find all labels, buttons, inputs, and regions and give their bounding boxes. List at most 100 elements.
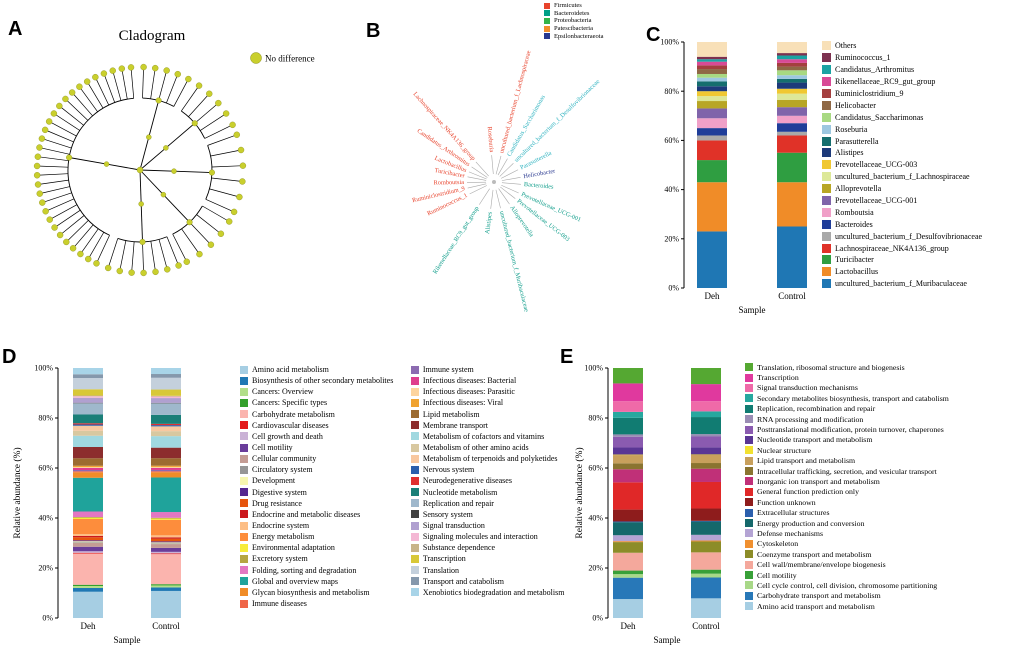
kegg-legend: Amino acid metabolism Biosynthesis of oth…	[240, 364, 570, 609]
panel-c-label: C	[646, 24, 661, 46]
bar-segment	[697, 77, 727, 82]
bar-segment	[73, 471, 103, 473]
bar-segment	[777, 115, 807, 124]
legend-label: Cell growth and death	[252, 431, 323, 441]
legend-item: Translation	[410, 565, 570, 576]
legend-label: Transcription	[757, 373, 799, 383]
phyla-legend: Firmicutes Bacteroidetes Proteobacteria Pat…	[544, 2, 654, 40]
cog-legend: Translation, ribosomal structure and bio…	[745, 362, 1017, 611]
bar-segment	[151, 538, 181, 542]
legend-swatch	[240, 566, 248, 575]
bar-segment	[73, 541, 103, 543]
legend-label: Rikenellaceae_RC9_gut_group	[835, 77, 936, 87]
bar-segment	[73, 435, 103, 447]
bar-segment	[613, 417, 643, 435]
legend-item: Lactobacillus	[822, 266, 1018, 278]
legend-swatch	[410, 376, 419, 385]
bar-segment	[697, 96, 727, 102]
legend-label: Cell wall/membrane/envelope biogenesis	[757, 560, 886, 570]
legend-item: Immune system	[410, 364, 570, 375]
legend-swatch	[410, 554, 419, 563]
legend-swatch	[822, 255, 831, 265]
legend-item: Helicobacter	[822, 99, 1018, 111]
bar-segment	[151, 396, 181, 399]
clade-node	[239, 162, 247, 169]
taxa-legend: Others Ruminococcus_1 Candidatus_Arthromit…	[822, 40, 1018, 290]
legend-item: Replication, recombination and repair	[745, 404, 1017, 414]
legend-item: Posttranslational modification, protein …	[745, 424, 1017, 434]
bar-segment	[613, 509, 643, 522]
legend-swatch	[745, 446, 753, 455]
bar-segment	[151, 377, 181, 390]
bar-segment	[151, 398, 181, 403]
bar-segment	[151, 553, 181, 555]
legend-swatch	[410, 432, 419, 441]
taxon-label: Romboutsia	[434, 179, 465, 187]
legend-item: Endocrine and metabolic diseases	[240, 509, 399, 520]
legend-swatch	[410, 488, 419, 497]
legend-swatch	[822, 184, 831, 194]
legend-item: Metabolism of terpenoids and polyketides	[410, 453, 570, 464]
legend-item: uncultured_bacterium_f_Desulfovibrionace…	[822, 230, 1018, 242]
clade-node	[41, 126, 49, 134]
legend-label: Ruminococcus_1	[835, 53, 891, 63]
legend-label: uncultured_bacterium_f_Lachnospiraceae	[835, 172, 970, 182]
legend-swatch	[822, 100, 831, 110]
clade-node	[164, 266, 171, 273]
legend-label: Lachnospiraceae_NK4A136_group	[835, 243, 949, 253]
legend-swatch	[745, 363, 753, 372]
clade-node	[206, 90, 213, 97]
bar-segment	[73, 368, 103, 375]
bar-segment	[697, 65, 727, 70]
bar-segment	[151, 512, 181, 518]
bar-segment	[73, 517, 103, 518]
bar-segment	[691, 520, 721, 522]
legend-label: Endocrine and metabolic diseases	[252, 509, 361, 519]
clade-node	[237, 146, 245, 154]
sample-label: Control	[152, 621, 180, 631]
legend-label: Metabolism of other amino acids	[422, 443, 529, 453]
legend-item: Inorganic ion transport and metabolism	[745, 476, 1017, 486]
clade-node	[103, 161, 110, 167]
legend-swatch	[410, 588, 419, 597]
legend-label: Inorganic ion transport and metabolism	[757, 476, 880, 486]
bar-segment	[691, 598, 721, 618]
bar-segment	[151, 518, 181, 520]
bar-segment	[151, 554, 181, 585]
legend-label: Lipid transport and metabolism	[757, 456, 856, 466]
bar-segment	[691, 541, 721, 553]
legend-swatch	[240, 588, 248, 597]
clade-node	[230, 208, 238, 216]
bar-segment	[151, 587, 181, 591]
clade-node	[46, 216, 53, 223]
legend-label: Translation, ribosomal structure and bio…	[757, 362, 905, 372]
legend-item: Energy production and conversion	[745, 518, 1017, 528]
legend-swatch	[822, 160, 831, 170]
bar-segment	[73, 430, 103, 436]
legend-item: Cellular community	[240, 453, 399, 464]
legend-label: Development	[252, 476, 296, 486]
legend-swatch	[544, 10, 550, 17]
clade-node	[186, 219, 193, 226]
bar-segment	[691, 434, 721, 437]
clade-node	[77, 250, 84, 258]
bar-segment	[151, 467, 181, 470]
legend-item: Lipid metabolism	[410, 409, 570, 420]
legend-label: Infectious diseases: Viral	[422, 398, 504, 408]
legend-label: Energy metabolism	[252, 532, 315, 542]
bar-segment	[73, 477, 103, 512]
bar-segment	[151, 541, 181, 543]
bar-segment	[691, 534, 721, 541]
legend-item: Bacteroides	[822, 218, 1018, 230]
legend-swatch	[410, 521, 419, 530]
bar-segment	[613, 401, 643, 412]
bar-segment	[613, 447, 643, 455]
legend-swatch	[240, 510, 248, 519]
y-tick-label: 60%	[588, 464, 603, 473]
legend-item: Metabolism of other amino acids	[410, 442, 570, 453]
legend-swatch	[544, 25, 550, 32]
bar-segment	[73, 553, 103, 585]
legend-label: Transcription	[422, 554, 466, 564]
clade-node	[236, 193, 243, 201]
legend-swatch	[822, 196, 831, 206]
